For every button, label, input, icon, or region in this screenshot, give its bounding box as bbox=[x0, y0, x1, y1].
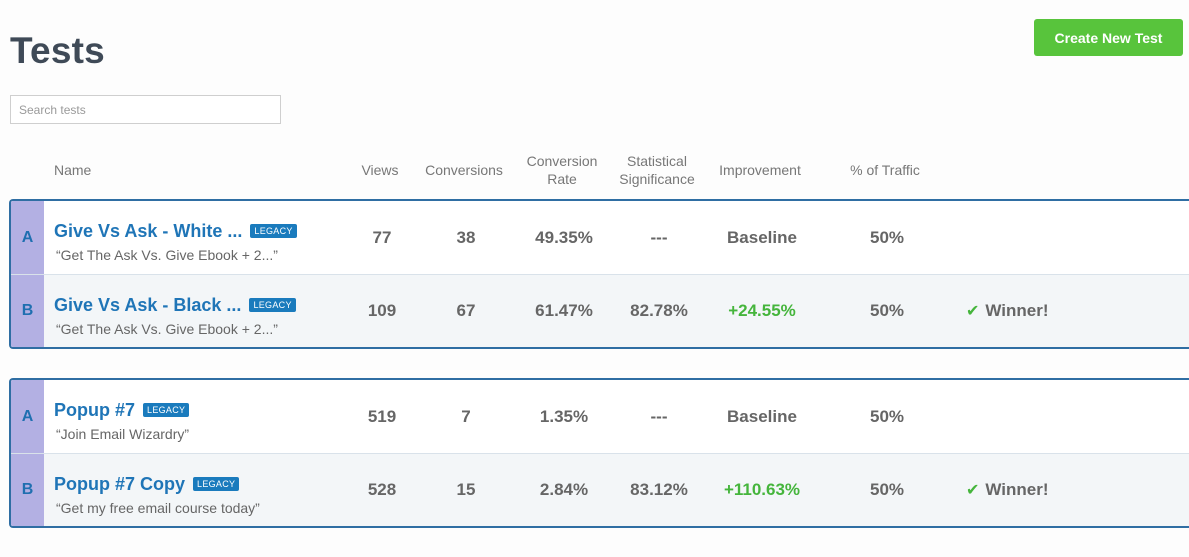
create-new-test-button[interactable]: Create New Test bbox=[1034, 19, 1183, 56]
conversions-value: 67 bbox=[456, 301, 476, 320]
variant-row-2b[interactable]: B Popup #7 Copy LEGACY “Get my free email… bbox=[11, 453, 1189, 526]
significance-value: --- bbox=[650, 227, 668, 247]
conversions-value: 15 bbox=[456, 480, 476, 499]
conversion-rate-value: 49.35% bbox=[535, 227, 593, 247]
variant-name: Popup #7 bbox=[54, 400, 136, 420]
variant-row-2a[interactable]: A Popup #7 LEGACY “Join Email Wizardry” 5… bbox=[11, 380, 1189, 453]
column-header-improvement: Improvement bbox=[719, 162, 801, 178]
variant-row-1b[interactable]: B Give Vs Ask - Black ... LEGACY “Get The… bbox=[11, 274, 1189, 347]
traffic-value: 50% bbox=[869, 480, 905, 499]
checkmark-icon: ✔ bbox=[966, 482, 980, 499]
variant-name-link[interactable]: Popup #7 LEGACY bbox=[54, 400, 190, 421]
traffic-value: 50% bbox=[869, 406, 905, 426]
legacy-badge: LEGACY bbox=[193, 477, 240, 491]
column-header-significance-line2: Significance bbox=[619, 171, 695, 187]
variant-letter: A bbox=[11, 201, 44, 274]
column-header-significance-line1: Statistical bbox=[627, 153, 687, 169]
variant-name: Give Vs Ask - Black ... bbox=[54, 295, 242, 315]
variant-subtitle: “Get my free email course today” bbox=[56, 500, 260, 516]
improvement-value: Baseline bbox=[727, 406, 797, 426]
variant-name: Give Vs Ask - White ... bbox=[54, 221, 243, 241]
column-header-views: Views bbox=[361, 162, 399, 178]
test-group-1: A Give Vs Ask - White ... LEGACY “Get The… bbox=[9, 199, 1189, 349]
checkmark-icon: ✔ bbox=[966, 303, 980, 320]
improvement-value: Baseline bbox=[727, 227, 797, 247]
variant-subtitle: “Get The Ask Vs. Give Ebook + 2...” bbox=[56, 321, 278, 337]
variant-subtitle: “Join Email Wizardry” bbox=[56, 426, 190, 442]
variant-subtitle: “Get The Ask Vs. Give Ebook + 2...” bbox=[56, 247, 278, 263]
search-input[interactable] bbox=[10, 95, 281, 124]
column-header-conversion-rate-line1: Conversion bbox=[526, 153, 598, 169]
legacy-badge: LEGACY bbox=[143, 403, 190, 417]
column-header-conversion-rate: Conversion Rate bbox=[517, 152, 607, 188]
column-header-traffic: % of Traffic bbox=[850, 162, 920, 178]
winner-indicator: ✔ Winner! bbox=[966, 454, 1049, 526]
variant-letter: B bbox=[11, 275, 44, 347]
test-group-2: A Popup #7 LEGACY “Join Email Wizardry” 5… bbox=[9, 378, 1189, 528]
views-value: 109 bbox=[367, 301, 397, 320]
legacy-badge: LEGACY bbox=[250, 224, 297, 238]
variant-name-link[interactable]: Popup #7 Copy LEGACY bbox=[54, 474, 240, 495]
traffic-value: 50% bbox=[869, 227, 905, 247]
views-value: 519 bbox=[367, 406, 397, 426]
column-header-conversions: Conversions bbox=[425, 162, 503, 178]
winner-indicator: ✔ Winner! bbox=[966, 275, 1049, 347]
significance-value: 82.78% bbox=[630, 301, 688, 320]
views-value: 77 bbox=[372, 227, 392, 247]
improvement-value: +110.63% bbox=[723, 480, 801, 499]
variant-name: Popup #7 Copy bbox=[54, 474, 186, 494]
variant-letter: A bbox=[11, 380, 44, 453]
variant-letter: B bbox=[11, 454, 44, 526]
winner-label: Winner! bbox=[985, 480, 1049, 499]
significance-value: 83.12% bbox=[630, 480, 688, 499]
improvement-value: +24.55% bbox=[728, 301, 796, 320]
column-header-name: Name bbox=[54, 162, 92, 178]
conversion-rate-value: 1.35% bbox=[539, 406, 589, 426]
conversion-rate-value: 61.47% bbox=[535, 301, 593, 320]
column-header-conversion-rate-line2: Rate bbox=[547, 171, 577, 187]
page-title: Tests bbox=[10, 30, 105, 71]
legacy-badge: LEGACY bbox=[249, 298, 296, 312]
conversion-rate-value: 2.84% bbox=[539, 480, 589, 499]
winner-label: Winner! bbox=[985, 301, 1049, 320]
conversions-value: 7 bbox=[461, 406, 471, 426]
column-header-significance: Statistical Significance bbox=[607, 152, 707, 188]
traffic-value: 50% bbox=[869, 301, 905, 320]
variant-name-link[interactable]: Give Vs Ask - Black ... LEGACY bbox=[54, 295, 296, 316]
significance-value: --- bbox=[650, 406, 668, 426]
views-value: 528 bbox=[367, 480, 397, 499]
conversions-value: 38 bbox=[456, 227, 476, 247]
variant-name-link[interactable]: Give Vs Ask - White ... LEGACY bbox=[54, 221, 297, 242]
variant-row-1a[interactable]: A Give Vs Ask - White ... LEGACY “Get The… bbox=[11, 201, 1189, 274]
